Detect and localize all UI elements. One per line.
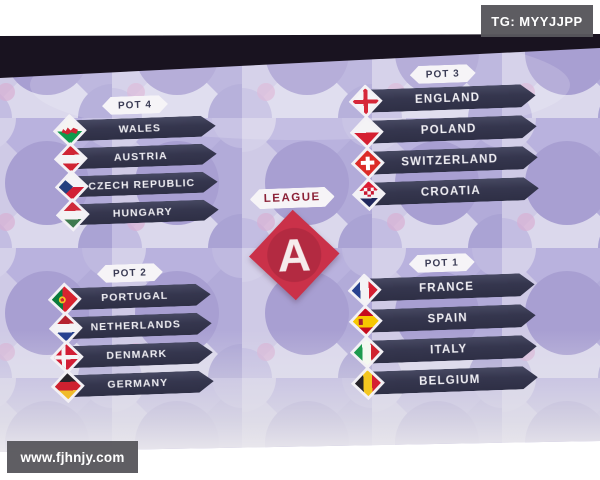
england-flag-icon	[348, 84, 383, 119]
team-name: SWITZERLAND	[401, 152, 499, 169]
league-banner: LEAGUE	[249, 187, 335, 210]
portugal-flag-icon	[47, 282, 82, 317]
pot-team-list: FRANCE SPAIN ITALY BELGIUM	[350, 273, 538, 395]
team-row: CROATIA	[355, 177, 540, 206]
team-row: WALES	[55, 115, 216, 142]
pot-label-banner: POT 3	[410, 64, 476, 84]
team-row: ENGLAND	[351, 84, 536, 113]
pot-group-2: POT 2 PORTUGAL NETHERLANDS DENMARK GERMANY	[50, 261, 215, 404]
team-name: SPAIN	[427, 311, 469, 326]
league-center: LEAGUE A	[242, 186, 346, 309]
team-name: GERMANY	[107, 376, 169, 391]
hungary-flag-icon	[55, 197, 90, 232]
pot-label-banner: POT 4	[102, 95, 168, 115]
germany-flag-icon	[50, 369, 85, 404]
team-name: AUSTRIA	[113, 149, 168, 164]
croatia-flag-icon	[351, 177, 386, 212]
pot-label-banner: POT 1	[409, 253, 475, 273]
team-row: GERMANY	[53, 370, 214, 398]
team-name: BELGIUM	[418, 373, 481, 388]
team-name: ENGLAND	[414, 91, 481, 106]
team-name: FRANCE	[418, 280, 475, 295]
italy-flag-icon	[349, 335, 384, 370]
team-name: WALES	[118, 121, 162, 136]
pot-label-banner: POT 2	[97, 263, 163, 283]
switzerland-flag-icon	[350, 146, 385, 181]
france-flag-icon	[347, 273, 382, 308]
team-row: NETHERLANDS	[51, 312, 212, 340]
denmark-flag-icon	[49, 340, 84, 375]
team-row: BELGIUM	[354, 366, 539, 395]
team-row: SWITZERLAND	[353, 146, 538, 175]
belgium-flag-icon	[350, 366, 385, 401]
pot-team-list: ENGLAND POLAND SWITZERLAND CROATIA	[351, 84, 539, 206]
poland-flag-icon	[349, 115, 384, 150]
team-row: PORTUGAL	[50, 283, 211, 311]
team-row: AUSTRIA	[56, 143, 217, 170]
pot-label: POT 2	[112, 266, 148, 280]
pot-team-list: WALES AUSTRIA CZECH REPUBLIC HUNGARY	[55, 115, 219, 226]
pot-group-4: POT 4 WALES AUSTRIA CZECH REPUBLIC HUNGARY	[55, 93, 220, 233]
team-row: HUNGARY	[58, 199, 219, 226]
team-name: CZECH REPUBLIC	[88, 176, 196, 193]
team-name: POLAND	[420, 122, 477, 137]
watermark-bottom-left: www.fjhnjy.com	[7, 441, 138, 473]
team-name: NETHERLANDS	[90, 318, 182, 334]
league-letter: A	[276, 228, 312, 282]
league-banner-label: LEAGUE	[263, 191, 321, 206]
team-row: FRANCE	[350, 273, 535, 302]
team-row: CZECH REPUBLIC	[57, 171, 218, 198]
team-row: POLAND	[352, 115, 537, 144]
netherlands-flag-icon	[48, 311, 83, 346]
team-row: ITALY	[352, 335, 537, 364]
pot-label: POT 4	[117, 98, 153, 112]
team-row: SPAIN	[351, 304, 536, 333]
league-a-diamond-icon: A	[249, 209, 340, 301]
team-name: DENMARK	[106, 347, 168, 362]
team-name: CROATIA	[420, 184, 482, 199]
team-name: PORTUGAL	[101, 289, 169, 305]
pot-label: POT 1	[424, 256, 459, 270]
watermark-top-right: TG: MYYJJPP	[481, 5, 593, 37]
team-name: ITALY	[429, 342, 468, 356]
spain-flag-icon	[348, 304, 383, 339]
pot-team-list: PORTUGAL NETHERLANDS DENMARK GERMANY	[50, 283, 214, 398]
pot-group-3: POT 3 ENGLAND POLAND SWITZERLAND CROATIA	[351, 62, 540, 214]
team-row: DENMARK	[52, 341, 213, 369]
pot-label: POT 3	[425, 67, 460, 81]
pot-group-1: POT 1 FRANCE SPAIN ITALY BELGIUM	[350, 251, 539, 403]
team-name: HUNGARY	[112, 205, 173, 220]
